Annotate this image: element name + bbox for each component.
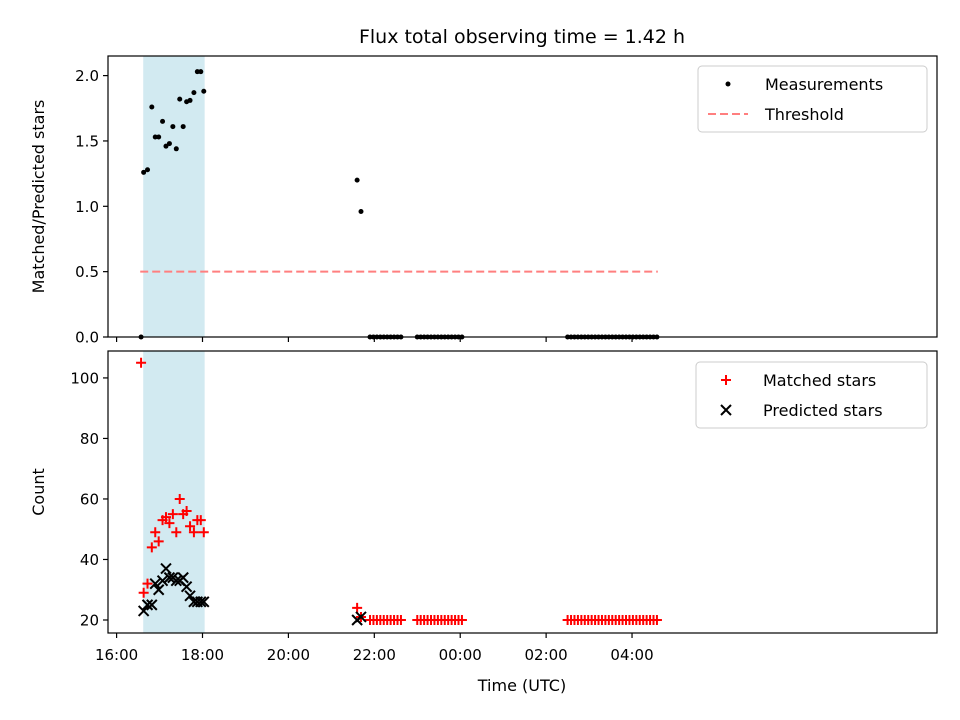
legend-label: Threshold <box>764 105 844 124</box>
data-point <box>355 611 367 623</box>
data-point <box>156 574 169 587</box>
data-point <box>152 584 165 596</box>
data-point <box>358 209 364 215</box>
data-point <box>150 527 161 538</box>
y-axis-label: Count <box>29 468 48 516</box>
series-measurements <box>138 69 660 340</box>
data-point <box>177 571 189 584</box>
shaded-interval <box>143 56 205 337</box>
data-point <box>187 97 193 103</box>
data-point <box>180 124 186 130</box>
data-point <box>156 134 162 140</box>
data-point <box>651 614 662 625</box>
y-tick-label: 100 <box>70 369 99 387</box>
plot-frame <box>107 350 938 634</box>
data-point <box>456 614 467 625</box>
data-point <box>171 527 182 538</box>
data-point <box>152 134 158 140</box>
data-point <box>170 574 183 587</box>
legend-label: Measurements <box>765 75 883 94</box>
x-tick-label: 02:00 <box>525 646 568 664</box>
x-axis-label: Time (UTC) <box>477 676 566 695</box>
legend-box <box>697 65 928 133</box>
data-point <box>191 90 197 96</box>
chart-title: Flux total observing time = 1.42 h <box>359 26 685 48</box>
legend-label: Matched stars <box>763 371 876 390</box>
data-point <box>180 580 193 593</box>
x-tick-label: 16:00 <box>95 646 138 664</box>
data-point <box>142 578 153 589</box>
bottom-panel: 20 40 60 80 100 16:00 18:00 20:00 22:00 00:00 02:0… <box>29 350 938 664</box>
data-point <box>185 521 196 532</box>
legend-marker <box>725 81 731 87</box>
data-point <box>195 596 207 608</box>
data-point <box>163 571 176 584</box>
data-point <box>136 357 147 368</box>
legend: Measurements Threshold <box>697 65 928 133</box>
data-point <box>181 506 192 517</box>
data-point <box>166 141 172 147</box>
x-tick-label: 04:00 <box>610 646 653 664</box>
data-point <box>153 536 164 547</box>
data-point <box>149 104 155 110</box>
y-tick-label: 1.0 <box>75 198 99 216</box>
data-point <box>164 518 175 529</box>
data-point <box>201 88 207 94</box>
data-point <box>160 118 166 124</box>
data-point <box>194 69 200 75</box>
y-tick-label: 60 <box>80 490 99 508</box>
data-point <box>198 69 204 75</box>
data-point <box>146 599 158 611</box>
plot-frame <box>107 55 938 338</box>
legend-box <box>695 361 928 429</box>
legend-marker <box>721 375 731 385</box>
data-point <box>167 509 178 520</box>
y-tick-label: 0.0 <box>75 329 99 347</box>
series-predicted-stars <box>137 562 367 626</box>
data-point <box>198 527 209 538</box>
y-tick-label: 80 <box>80 430 99 448</box>
y-tick-label: 1.5 <box>75 132 99 150</box>
data-point <box>137 605 150 617</box>
shaded-interval <box>143 351 205 633</box>
data-point <box>146 542 157 553</box>
data-point <box>352 602 363 613</box>
data-point <box>141 599 154 611</box>
data-point <box>174 493 185 504</box>
y-tick-label: 0.5 <box>75 263 99 281</box>
legend: Matched stars Predicted stars <box>695 361 928 429</box>
data-point <box>354 177 360 183</box>
data-point <box>141 169 147 175</box>
data-point <box>395 614 406 625</box>
series-matched-stars <box>136 357 662 625</box>
data-point <box>198 596 210 608</box>
data-point <box>138 587 149 598</box>
data-point <box>177 96 183 102</box>
data-point <box>149 577 161 590</box>
y-tick-label: 40 <box>80 551 99 569</box>
data-point <box>173 146 179 152</box>
legend-marker <box>720 404 732 416</box>
x-tick-label: 18:00 <box>181 646 224 664</box>
data-point <box>195 515 206 526</box>
data-point <box>188 527 199 538</box>
data-point <box>145 167 151 173</box>
x-tick-label: 20:00 <box>267 646 310 664</box>
data-point <box>160 512 171 523</box>
x-tick-label: 22:00 <box>353 646 396 664</box>
x-tick-label: 00:00 <box>439 646 482 664</box>
y-axis-label: Matched/Predicted stars <box>29 100 48 294</box>
data-point <box>160 562 172 575</box>
data-point <box>170 124 176 130</box>
data-point <box>163 143 169 149</box>
top-panel: 0.0 0.5 1.0 1.5 2.0 Matched/Predicted stars Me… <box>29 55 938 347</box>
y-tick-label: 2.0 <box>75 67 99 85</box>
legend-label: Predicted stars <box>763 401 883 420</box>
y-tick-label: 20 <box>80 611 99 629</box>
